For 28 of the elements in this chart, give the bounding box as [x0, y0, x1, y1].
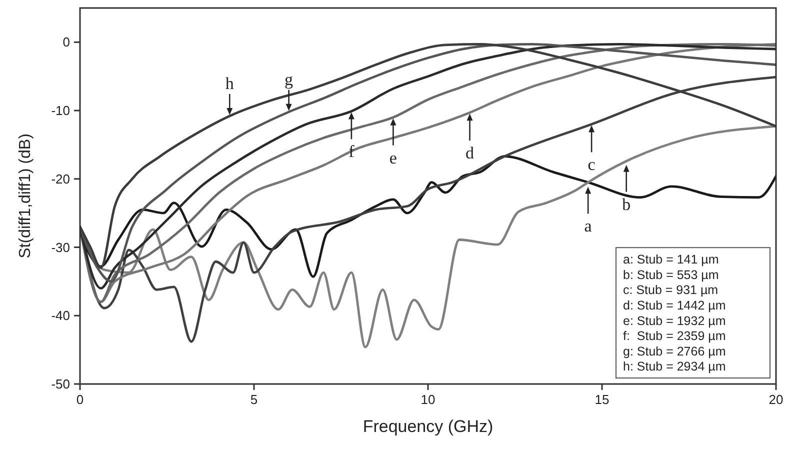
annotation: h: [225, 74, 234, 94]
annotation: g: Stub = 2766 µm: [623, 344, 726, 358]
y-axis-title: St(diff1,diff1) (dB): [17, 134, 34, 258]
annotation: c: Stub = 931 µm: [623, 283, 718, 298]
x-tick-label: 0: [76, 392, 84, 407]
y-tick-label: -40: [51, 308, 70, 324]
x-tick-label: 5: [250, 392, 258, 407]
y-tick-label: 0: [62, 34, 70, 50]
annotation: c: [588, 155, 596, 174]
annotation: g: [284, 70, 294, 89]
annotation: d: Stub = 1442 µm: [623, 298, 726, 312]
annotation: b: Stub = 553 µm: [623, 268, 719, 282]
annotation: h: Stub = 2934 µm: [623, 360, 726, 374]
annotation: b: [622, 194, 631, 214]
annotation: e: [389, 148, 397, 168]
y-tick-label: -10: [51, 103, 70, 118]
annotation: a: Stub = 141 µm: [623, 252, 719, 267]
y-tick-label: -20: [51, 171, 70, 186]
annotation: a: [584, 216, 592, 236]
annotation: e: Stub = 1932 µm: [623, 314, 726, 328]
x-tick-label: 15: [594, 392, 610, 407]
x-tick-label: 20: [768, 392, 784, 407]
y-tick-label: -50: [51, 376, 70, 392]
annotation: f: Stub = 2359 µm: [623, 329, 726, 344]
y-tick-label: -30: [51, 240, 70, 255]
annotation: d: [466, 144, 475, 163]
x-axis-title: Frequency (GHz): [362, 417, 494, 436]
x-tick-label: 10: [420, 392, 436, 407]
